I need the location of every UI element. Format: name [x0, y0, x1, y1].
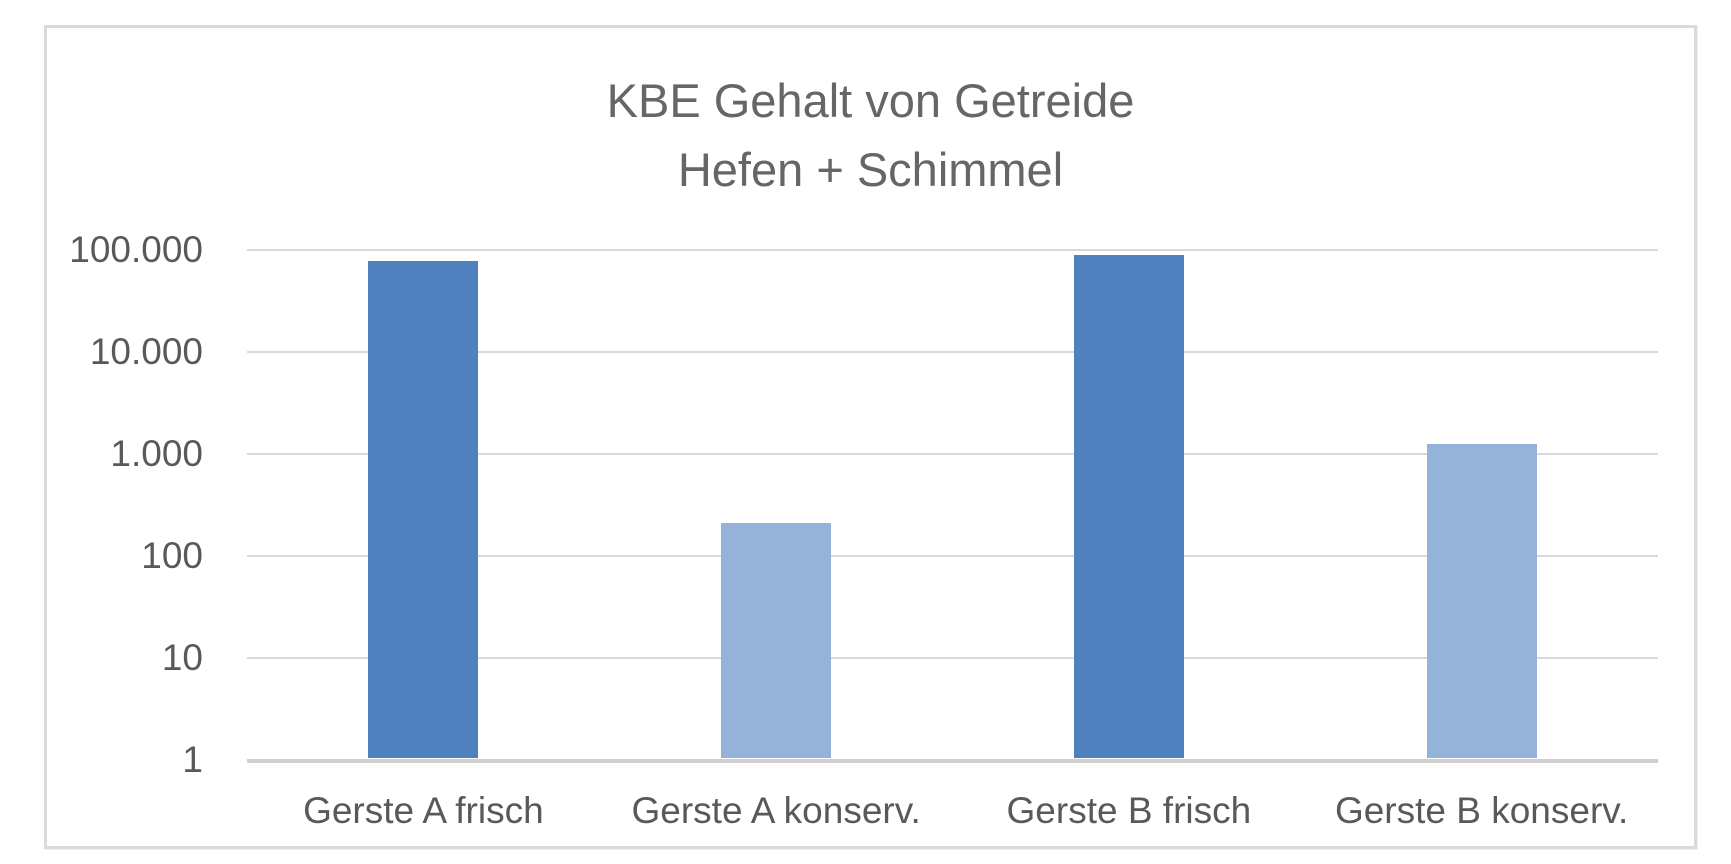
gridline-100: [247, 555, 1658, 557]
chart-title: KBE Gehalt von Getreide Hefen + Schimmel: [47, 66, 1694, 204]
x-category-label-2: Gerste A konserv.: [631, 790, 921, 831]
gridline-100000: [247, 249, 1658, 251]
chart-title-line-1: KBE Gehalt von Getreide: [606, 74, 1135, 127]
y-tick-label-100.000: 100.000: [69, 229, 203, 270]
y-tick-label-1.000: 1.000: [110, 433, 203, 474]
bar-gerste-b-konserv: [1426, 443, 1537, 758]
y-tick-label-10: 10: [161, 637, 203, 678]
x-axis-line: [247, 759, 1658, 763]
x-category-label-1: Gerste A frisch: [303, 790, 544, 831]
gridline-10: [247, 657, 1658, 659]
bar-gerste-b-frisch: [1073, 255, 1184, 758]
bar-gerste-a-frisch: [368, 260, 479, 758]
gridline-10000: [247, 351, 1658, 353]
chart-title-line-2: Hefen + Schimmel: [677, 143, 1064, 196]
x-category-label-4: Gerste B konserv.: [1334, 790, 1629, 831]
plot-area: 100.000 10.000 1.000 100 10 1 Gerste A frisch G…: [69, 229, 1658, 831]
gridline-1000: [247, 453, 1658, 455]
y-tick-label-1: 1: [182, 739, 203, 780]
y-tick-label-10.000: 10.000: [89, 331, 203, 372]
bar-gerste-a-konserv: [721, 523, 832, 758]
chart-frame: KBE Gehalt von Getreide Hefen + Schimmel…: [44, 25, 1697, 849]
x-category-label-3: Gerste B frisch: [1006, 790, 1252, 831]
y-tick-label-100: 100: [141, 535, 203, 576]
